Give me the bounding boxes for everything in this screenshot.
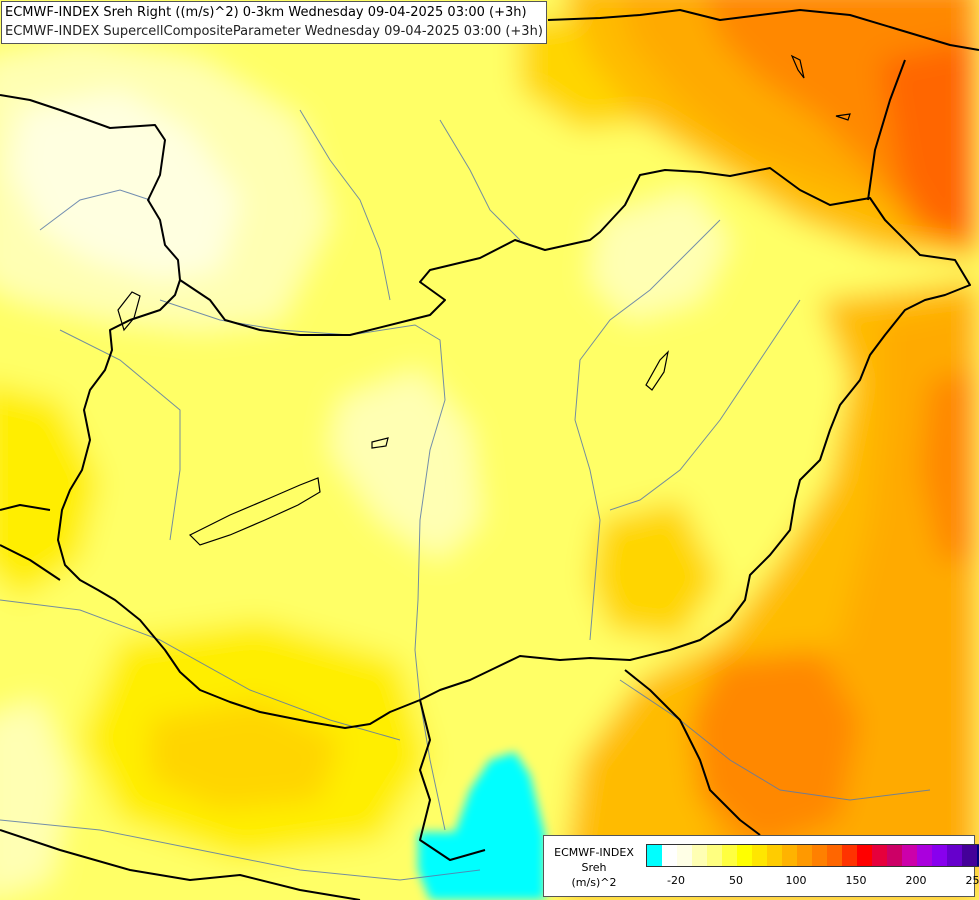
- legend-swatch: [752, 845, 767, 866]
- legend-swatch: [842, 845, 857, 866]
- legend-swatch: [767, 845, 782, 866]
- legend-swatch: [917, 845, 932, 866]
- field-orange-dark-east: [920, 370, 979, 560]
- legend-swatch: [947, 845, 962, 866]
- river-danube: [159, 299, 446, 831]
- lake-balaton: [188, 477, 321, 546]
- river-drava: [0, 599, 401, 741]
- legend-swatch: [812, 845, 827, 866]
- lake-north-2: [835, 113, 851, 121]
- legend-swatch: [662, 845, 677, 866]
- legend-swatch: [797, 845, 812, 866]
- field-red-orange-northeast: [880, 40, 979, 240]
- border-south: [624, 669, 761, 836]
- legend-tick-label: -20: [667, 874, 685, 887]
- lakes: [117, 54, 851, 546]
- lake-tisza: [645, 350, 669, 391]
- legend-swatch: [692, 845, 707, 866]
- legend-swatches: [646, 844, 979, 867]
- border-southwest: [0, 544, 61, 581]
- legend-title-param: Sreh: [581, 861, 607, 874]
- border-northeast: [547, 9, 979, 51]
- legend-swatch: [707, 845, 722, 866]
- river-east: [609, 299, 801, 511]
- legend-tick-label: 100: [785, 874, 807, 887]
- field-pale-southwest: [0, 700, 70, 895]
- cyan-region: [418, 752, 545, 900]
- legend-swatch: [857, 845, 872, 866]
- legend-swatch: [887, 845, 902, 866]
- river-west: [59, 329, 181, 541]
- border-hungary: [57, 167, 971, 729]
- borders: [0, 9, 979, 900]
- river-tisza: [574, 219, 721, 641]
- lake-north-1: [790, 54, 805, 79]
- legend-tick-label: 200: [905, 874, 927, 887]
- field-pale-center: [330, 370, 480, 560]
- lake-velence: [371, 437, 389, 449]
- legend-tick-label: 250: [965, 874, 979, 887]
- river-far-northwest: [39, 189, 151, 231]
- title-line-sreh: ECMWF-INDEX Sreh Right ((m/s)^2) 0-3km W…: [5, 5, 527, 20]
- field-pale-northeast: [590, 190, 730, 320]
- legend-swatch: [872, 845, 887, 866]
- legend-swatch: [647, 845, 662, 866]
- legend-swatch: [977, 845, 979, 866]
- border-far-southwest: [0, 829, 361, 900]
- field-gold-southcenter: [590, 500, 720, 640]
- legend-tick-label: 50: [729, 874, 743, 887]
- legend-title-model: ECMWF-INDEX: [554, 846, 634, 859]
- legend-swatch: [782, 845, 797, 866]
- field-gold-south: [150, 700, 340, 810]
- legend-swatch: [827, 845, 842, 866]
- field-very-pale-northwest: [10, 90, 240, 280]
- legend-swatch: [962, 845, 977, 866]
- lake-neusiedl: [117, 291, 141, 332]
- legend-swatch: [677, 845, 692, 866]
- legend-title: ECMWF-INDEX Sreh (m/s)^2: [548, 845, 640, 890]
- legend-swatch: [932, 845, 947, 866]
- field-orange-dark-southeast: [690, 650, 860, 850]
- legend-swatch: [737, 845, 752, 866]
- title-box: ECMWF-INDEX Sreh Right ((m/s)^2) 0-3km W…: [1, 1, 547, 44]
- river-sava: [0, 819, 481, 881]
- river-southeast: [619, 679, 931, 801]
- border-slovenia: [0, 504, 51, 511]
- border-east: [867, 59, 906, 201]
- border-north: [0, 94, 181, 281]
- legend-title-unit: (m/s)^2: [571, 876, 617, 889]
- color-legend: ECMWF-INDEX Sreh (m/s)^2 -20 50 100 150 200 2…: [543, 835, 979, 897]
- border-croatia: [419, 699, 486, 861]
- legend-swatch: [902, 845, 917, 866]
- legend-swatch: [722, 845, 737, 866]
- title-line-scp: ECMWF-INDEX SupercellCompositeParameter …: [5, 24, 543, 39]
- field-yellow-west: [0, 385, 100, 600]
- river-north-1: [299, 109, 391, 301]
- river-north-2: [439, 119, 521, 241]
- legend-tick-label: 150: [845, 874, 867, 887]
- rivers: [0, 109, 931, 881]
- cyan-area: [418, 752, 545, 900]
